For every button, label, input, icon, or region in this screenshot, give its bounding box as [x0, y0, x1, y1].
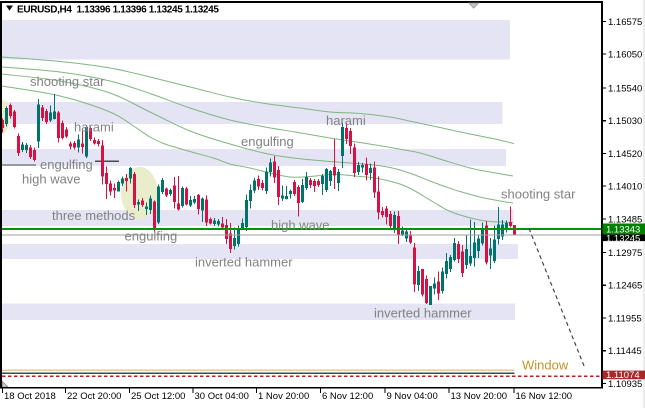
svg-text:9 Nov 04:00: 9 Nov 04:00 [387, 391, 438, 402]
svg-text:inverted hammer: inverted hammer [195, 255, 293, 270]
svg-text:harami: harami [74, 120, 114, 135]
svg-text:high wave: high wave [22, 172, 81, 187]
svg-text:engulfing: engulfing [40, 157, 93, 172]
svg-text:1.13343: 1.13343 [606, 225, 640, 236]
svg-text:1.11445: 1.11445 [608, 346, 642, 357]
svg-text:EURUSD,H4 1.13396 1.13396 1.1: EURUSD,H4 1.13396 1.13396 1.13245 1.1324… [17, 5, 219, 16]
svg-text:1.16575: 1.16575 [608, 17, 642, 28]
svg-text:high wave: high wave [271, 218, 330, 233]
svg-text:shooting star: shooting star [30, 74, 105, 89]
svg-text:engulfing: engulfing [241, 134, 294, 149]
svg-text:1.14010: 1.14010 [608, 182, 642, 193]
svg-text:16 Nov 12:00: 16 Nov 12:00 [516, 391, 573, 402]
svg-text:1.11955: 1.11955 [608, 313, 642, 324]
svg-text:13 Nov 20:00: 13 Nov 20:00 [451, 391, 508, 402]
svg-text:engulfing: engulfing [125, 229, 178, 244]
svg-text:30 Oct 04:00: 30 Oct 04:00 [195, 391, 249, 402]
svg-text:1.12975: 1.12975 [608, 248, 642, 259]
svg-text:22 Oct 20:00: 22 Oct 20:00 [67, 391, 121, 402]
svg-text:1.16050: 1.16050 [608, 49, 642, 60]
svg-text:6 Nov 12:00: 6 Nov 12:00 [322, 391, 373, 402]
svg-text:1 Nov 20:00: 1 Nov 20:00 [258, 391, 309, 402]
svg-text:harami: harami [326, 113, 366, 128]
svg-text:Window: Window [522, 358, 569, 373]
svg-text:1.15540: 1.15540 [608, 83, 642, 94]
svg-text:inverted hammer: inverted hammer [374, 306, 472, 321]
svg-text:25 Oct 12:00: 25 Oct 12:00 [131, 391, 185, 402]
svg-text:three methods: three methods [52, 208, 136, 223]
svg-text:1.15030: 1.15030 [608, 116, 642, 127]
svg-text:1.12465: 1.12465 [608, 281, 642, 292]
svg-text:18 Oct 2018: 18 Oct 2018 [4, 391, 56, 402]
svg-text:1.14520: 1.14520 [608, 149, 642, 160]
svg-text:shooting star: shooting star [501, 187, 576, 202]
svg-text:1.11074: 1.11074 [606, 370, 640, 381]
